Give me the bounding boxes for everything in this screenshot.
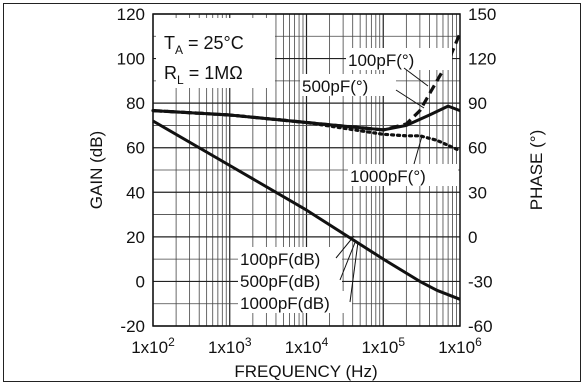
y-tick-label: 40 [126,183,145,202]
plot-border [152,13,461,327]
annotation-phase-1000pf: 1000pF(°) [350,167,426,186]
y2-tick-label: 30 [468,183,487,202]
y2-tick-label: 90 [468,94,487,113]
annotation-phase-100pf: 100pF(°) [348,51,414,70]
y-tick-label: 80 [126,94,145,113]
leader-gain-500 [339,239,357,281]
ta-condition: TA = 25°C [164,33,244,57]
y-tick-label: 0 [136,272,145,291]
x-tick-label: 1x102 [131,335,175,357]
gain-500-label-bg [238,269,342,291]
conditions-box [156,18,275,88]
rl-condition: RL = 1MΩ [164,63,243,87]
gain-1000-label-bg [238,291,352,313]
leader-lines [335,67,429,303]
tick-labels: -20 0 20 40 60 80 100 120 -60 -30 0 30 60 90 120 150 1x1… [117,5,497,357]
y-axis-title: GAIN (dB) [87,131,106,209]
y-tick-label: 100 [117,50,145,69]
y2-tick-label: 0 [468,228,477,247]
x-tick-label: 1x106 [438,335,482,357]
annotation-phase-500pf: 500pF(°) [302,77,368,96]
x-tick-label: 1x105 [361,335,405,357]
y2-tick-label: 60 [468,139,487,158]
x-axis-title: FREQUENCY (Hz) [234,362,377,381]
y2-axis-title: PHASE (°) [527,130,546,210]
annotation-gain-100pf: 100pF(dB) [240,250,320,269]
phase-500-label-bg [300,74,396,96]
y2-tick-label: -30 [468,272,493,291]
y2-tick-label: 150 [468,5,496,24]
y-tick-label: -20 [120,317,145,336]
phase-1000-label-bg [348,164,458,186]
x-tick-label: 1x103 [208,335,252,357]
annotation-gain-500pf: 500pF(dB) [240,272,320,291]
x-tick-label: 1x104 [285,335,329,357]
chart-frame: TA = 25°C RL = 1MΩ 100pF(°) 500pF(°) 100… [3,3,581,382]
phase-100-label-bg [346,48,452,70]
leader-gain-100 [335,235,355,259]
leader-phase-500 [395,89,425,109]
gain-curve-solid [152,119,461,301]
leader-gain-1000 [349,241,359,303]
leader-phase-100 [403,67,429,87]
y-tick-label: 120 [117,5,145,24]
y-tick-label: 60 [126,139,145,158]
annotation-gain-1000pf: 1000pF(dB) [240,294,330,313]
leader-phase-1000 [413,135,423,165]
y-tick-label: 20 [126,228,145,247]
gain-100-label-bg [238,247,342,269]
y2-tick-label: 120 [468,50,496,69]
y2-tick-label: -60 [468,317,493,336]
gain-phase-chart: TA = 25°C RL = 1MΩ 100pF(°) 500pF(°) 100… [87,5,546,381]
